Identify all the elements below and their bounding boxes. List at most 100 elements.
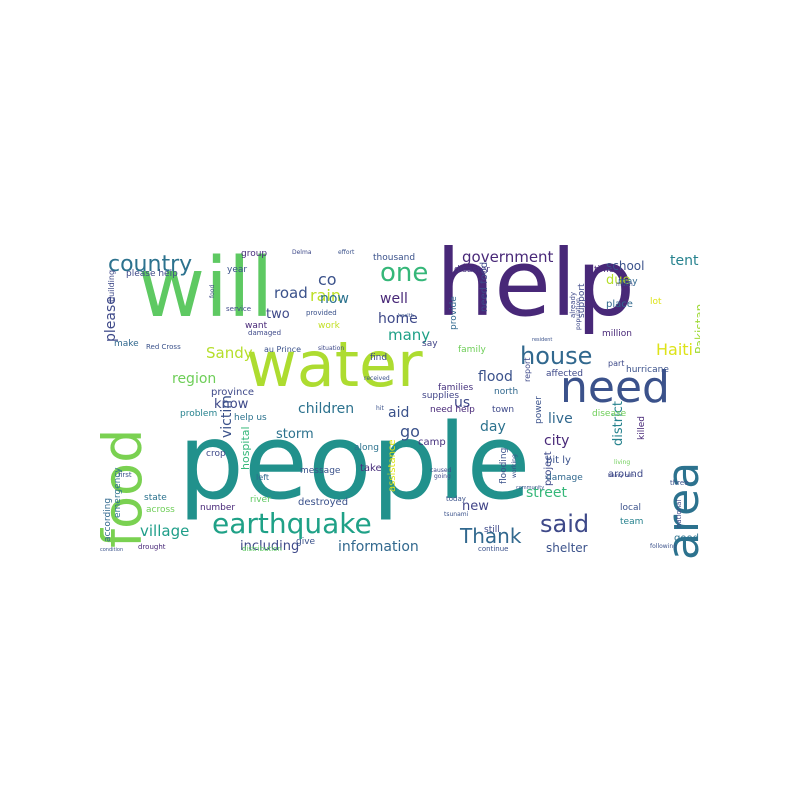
word-time: time [594, 265, 615, 275]
word-information: information [338, 539, 419, 555]
word-camp: camp [418, 437, 446, 448]
word-storm: storm [276, 427, 314, 442]
word-provide: provide [449, 296, 459, 330]
word-school: school [606, 259, 645, 273]
word-million: million [602, 329, 632, 339]
word-aid: aid [388, 405, 410, 421]
word-city: city [544, 433, 570, 449]
word-condition: condition [100, 547, 124, 553]
word-problem: problem [180, 409, 218, 419]
word-find: find [370, 353, 388, 363]
word-help: help [436, 242, 635, 337]
word-help-us: help us [234, 413, 267, 423]
word-year: year [227, 265, 248, 275]
word-north: north [494, 387, 519, 397]
word-message: message [300, 466, 341, 476]
word-take: take [360, 463, 382, 474]
word-crop: crop [206, 449, 226, 459]
word-government: government [462, 248, 554, 266]
word-situation: situation [318, 345, 345, 352]
word-much: much [616, 281, 633, 288]
word-well: well [380, 291, 408, 307]
word-report: report [523, 357, 532, 382]
word-street: street [526, 485, 567, 501]
word-pakistan: Pakistan [693, 303, 700, 354]
word-power: power [534, 396, 544, 424]
word-road: road [274, 284, 308, 302]
word-place: place [606, 299, 633, 310]
word-delma: Delma [292, 249, 312, 256]
word-number: number [200, 503, 236, 513]
word-disaster: disaster [454, 265, 490, 275]
word-sandy: Sandy [206, 344, 253, 362]
word-across: across [146, 505, 175, 515]
word-hit: hit [376, 405, 384, 412]
word-family: family [458, 345, 486, 355]
word-damaged: damaged [248, 329, 282, 337]
word-hurricane: hurricane [626, 365, 669, 375]
word-along: along [354, 443, 379, 453]
word-caused: caused [430, 467, 452, 474]
word-lot: lot [650, 297, 662, 307]
word-including: including [240, 539, 300, 554]
word-thank: Thank [460, 524, 522, 548]
word-home: home [378, 311, 418, 327]
word-still: still [484, 525, 500, 535]
word-new: new [462, 499, 489, 514]
word-may: may [618, 277, 638, 287]
word-destroyed: destroyed [298, 497, 349, 508]
word-today: today [446, 495, 466, 503]
word-community: community [516, 485, 545, 491]
word-group: group [241, 249, 268, 259]
word-service: service [226, 305, 252, 313]
word-town: town [492, 405, 515, 415]
word-according: according [103, 497, 113, 542]
word-hospital: hospital [239, 426, 252, 470]
word-co: co [318, 270, 337, 289]
word-said: said [540, 510, 590, 538]
word-tent: tent [670, 253, 699, 269]
word-house: house [520, 342, 593, 370]
word-please: please [103, 296, 119, 342]
word-village: village [140, 522, 190, 540]
word-killed: killed [637, 416, 647, 440]
word-one: one [380, 258, 429, 288]
word-flood: flood [478, 369, 513, 385]
word-going: going [434, 473, 451, 480]
word-food: food [209, 284, 216, 298]
word-assistance: assistance [387, 439, 398, 492]
word-work: work [318, 321, 340, 331]
word-drought: drought [138, 543, 166, 551]
word-give: give [296, 537, 316, 547]
word-water: water [246, 328, 423, 401]
word-state: state [144, 493, 167, 503]
word-tsunami: tsunami [444, 511, 469, 518]
word-earthquake: earthquake [212, 507, 372, 540]
word-us: us [454, 395, 471, 411]
word-province: province [211, 387, 255, 398]
word-country: country [108, 252, 193, 277]
word-supplies: supplies [422, 391, 460, 401]
word-national: national [675, 499, 683, 528]
word-shelter: shelter [546, 541, 588, 555]
word-damage: damage [546, 473, 583, 483]
word-make: make [114, 339, 139, 349]
word-team: team [620, 517, 644, 527]
word-say: say [422, 339, 438, 349]
wordcloud: people help will water food area need earthquak… [100, 242, 700, 558]
word-building: building [107, 269, 116, 302]
word-part: part [608, 359, 625, 368]
word-flooding: flooding [499, 447, 509, 484]
word-need: need [560, 362, 670, 413]
word-now: now [320, 291, 349, 307]
word-river: river [250, 495, 271, 505]
word-received: received [364, 375, 390, 382]
word-provided: provided [306, 309, 337, 317]
word-disease: disease [592, 409, 627, 419]
word-affected: affected [546, 369, 583, 379]
word-victim: victim [219, 395, 235, 438]
word-people: people [178, 401, 531, 523]
word-go: go [400, 422, 420, 441]
word-left: left [256, 473, 269, 482]
